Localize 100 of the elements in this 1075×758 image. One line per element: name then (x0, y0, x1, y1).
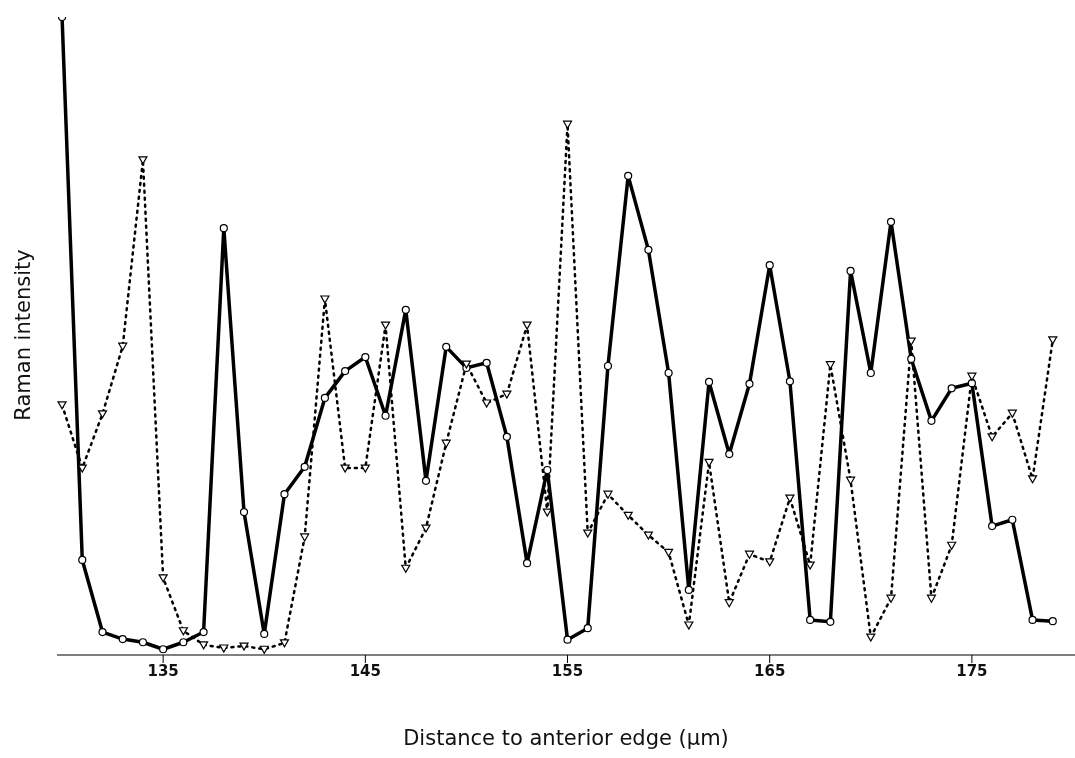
point (866, 633, 876, 642)
point (300, 462, 309, 471)
point (744, 550, 755, 559)
point (198, 641, 209, 650)
point (78, 555, 87, 565)
point (806, 615, 815, 625)
point (1048, 617, 1057, 626)
point (765, 558, 775, 567)
point (947, 541, 957, 550)
point (138, 156, 148, 165)
point (886, 594, 896, 603)
point (118, 342, 128, 351)
point (845, 476, 856, 485)
point (745, 379, 754, 388)
point (280, 490, 289, 499)
point (684, 585, 693, 595)
point (886, 217, 896, 226)
point (482, 358, 491, 367)
x-tick-label: 175 (956, 661, 988, 680)
point (967, 379, 976, 388)
point (927, 416, 936, 425)
x-tick-label: 155 (551, 661, 584, 680)
point (1008, 515, 1017, 524)
point (967, 372, 977, 381)
point (785, 377, 795, 386)
point (199, 627, 208, 637)
x-tick-label: 165 (754, 661, 786, 680)
point (300, 533, 310, 542)
point (522, 321, 532, 330)
point (724, 599, 734, 608)
point (259, 645, 269, 654)
point (138, 638, 148, 647)
point (624, 171, 633, 180)
x-axis-title: Distance to anterior edge (μm) (403, 726, 729, 750)
point (320, 295, 330, 304)
point (239, 507, 249, 517)
point (442, 342, 451, 351)
x-tick-label: 145 (349, 661, 381, 680)
point (239, 642, 249, 651)
point (1007, 409, 1017, 418)
point (623, 511, 633, 520)
point (380, 321, 391, 330)
point (562, 120, 573, 129)
y-axis-title: Raman intensity (11, 248, 35, 423)
point (219, 224, 228, 233)
point (522, 559, 532, 568)
point (159, 645, 168, 654)
point (907, 354, 916, 364)
point (279, 639, 290, 648)
point (401, 305, 410, 314)
point (805, 561, 815, 570)
point (583, 624, 592, 633)
point (260, 629, 269, 639)
point (926, 594, 937, 603)
point (502, 390, 512, 399)
point (401, 564, 411, 573)
point (98, 627, 107, 637)
point (542, 508, 552, 517)
point (583, 529, 593, 538)
point (320, 393, 329, 402)
point (563, 635, 572, 644)
point (765, 261, 774, 270)
point (988, 522, 997, 531)
point (482, 399, 492, 408)
point (1027, 475, 1038, 484)
point (421, 476, 431, 485)
point (826, 617, 835, 626)
point (785, 494, 795, 503)
point (118, 634, 127, 644)
x-tick-label: 135 (147, 661, 179, 680)
point (97, 410, 108, 419)
point (644, 245, 653, 254)
point (381, 411, 390, 420)
point (502, 432, 511, 441)
point (987, 433, 997, 442)
point (57, 401, 67, 410)
point (704, 458, 714, 467)
point (704, 377, 714, 387)
point (664, 548, 674, 557)
point (360, 464, 370, 473)
point (543, 465, 552, 475)
point (664, 368, 673, 378)
point (725, 449, 734, 459)
point (441, 439, 451, 448)
point (603, 490, 613, 499)
point (947, 384, 956, 393)
point (846, 266, 855, 276)
point (340, 464, 350, 473)
point (158, 574, 168, 583)
point (178, 627, 188, 636)
point (219, 644, 229, 653)
point (179, 638, 188, 647)
point (421, 524, 431, 533)
point (1048, 336, 1058, 345)
point (906, 337, 916, 346)
point (603, 361, 613, 371)
point (341, 366, 350, 376)
point (361, 352, 370, 362)
point (1028, 615, 1037, 625)
point (684, 621, 694, 630)
